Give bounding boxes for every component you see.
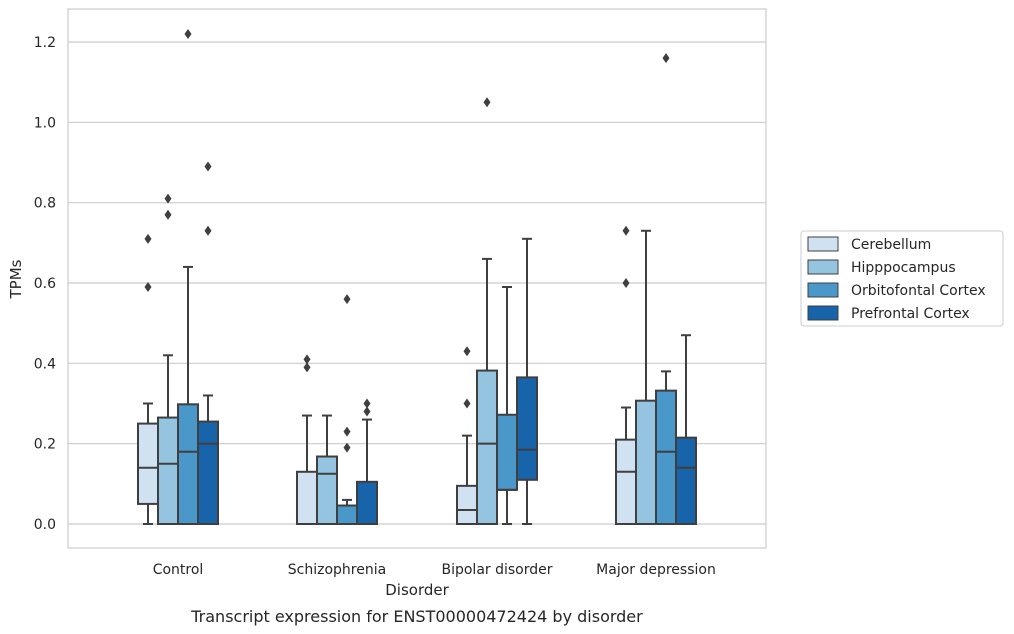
outlier-point — [303, 362, 311, 373]
box-iqr — [476, 369, 498, 525]
outlier-point — [204, 225, 212, 236]
boxes-layer — [137, 28, 697, 526]
outlier-point — [343, 426, 351, 437]
box-hipppocampus — [316, 414, 338, 525]
box-cerebellum — [296, 354, 318, 525]
y-tick-label: 1.0 — [34, 115, 56, 131]
box-iqr — [316, 455, 338, 525]
outlier-point — [622, 278, 630, 288]
legend-swatch — [807, 305, 839, 321]
x-tick-label: Bipolar disorder — [441, 562, 552, 578]
y-tick-label: 0.4 — [34, 356, 56, 372]
chart-caption: Transcript expression for ENST0000047242… — [190, 607, 643, 626]
box-prefrontal-cortex — [356, 398, 378, 526]
category-group — [615, 53, 697, 525]
box-prefrontal-cortex — [675, 334, 697, 525]
box-orbitofontal-cortex — [177, 28, 199, 526]
box-orbitofontal-cortex — [496, 286, 518, 525]
box-prefrontal-cortex — [516, 237, 538, 525]
box-iqr — [635, 399, 657, 525]
box-iqr — [496, 413, 518, 491]
legend-item: Hipppocampus — [807, 259, 956, 276]
outlier-point — [662, 53, 670, 64]
category-group — [137, 28, 219, 526]
outlier-point — [483, 97, 491, 108]
box-iqr — [615, 438, 637, 525]
outlier-point — [303, 354, 311, 365]
legend-swatch — [807, 282, 839, 298]
outlier-point — [463, 398, 471, 409]
y-tick-label: 0.8 — [34, 196, 56, 212]
box-iqr — [516, 376, 538, 481]
outlier-point — [164, 209, 172, 220]
outlier-point — [363, 406, 371, 417]
box-iqr — [157, 416, 179, 525]
box-iqr — [456, 484, 478, 526]
legend-label: Orbitofontal Cortex — [851, 283, 986, 299]
y-axis-label: TPMs — [7, 259, 25, 299]
x-tick-labels: Control Schizophrenia Bipolar disorder Majo… — [153, 562, 716, 578]
legend-frame — [800, 230, 1004, 327]
outlier-point — [343, 294, 351, 305]
legend-label: Hipppocampus — [851, 260, 956, 276]
outlier-point — [204, 161, 212, 172]
x-tick-label: Schizophrenia — [288, 562, 386, 578]
y-tick-labels: 0.0 0.2 0.4 0.6 0.8 1.0 1.2 — [34, 35, 56, 533]
legend-items: Cerebellum Hipppocampus Orbitofontal Corte… — [807, 236, 986, 322]
category-group — [296, 294, 378, 526]
y-tick-label: 1.2 — [34, 35, 56, 51]
y-tick-label: 0.6 — [34, 276, 56, 292]
legend: Cerebellum Hipppocampus Orbitofontal Corte… — [800, 230, 1004, 327]
box-orbitofontal-cortex — [336, 294, 358, 526]
outlier-point — [622, 225, 630, 236]
outlier-point — [363, 398, 371, 409]
y-tick-label: 0.0 — [34, 517, 56, 533]
plot-frame — [67, 8, 767, 549]
box-iqr — [137, 422, 159, 505]
box-cerebellum — [615, 225, 637, 525]
box-prefrontal-cortex — [197, 161, 219, 526]
outlier-point — [164, 193, 172, 204]
outlier-point — [144, 282, 152, 293]
box-hipppocampus — [157, 193, 179, 525]
legend-swatch — [807, 259, 839, 275]
box-iqr — [177, 403, 199, 526]
outlier-point — [144, 233, 152, 244]
legend-label: Prefrontal Cortex — [851, 306, 970, 322]
x-axis-label: Disorder — [385, 581, 449, 599]
box-iqr — [356, 480, 378, 526]
outlier-point — [343, 442, 351, 453]
box-iqr — [655, 389, 677, 525]
outlier-point — [463, 346, 471, 357]
box-cerebellum — [137, 233, 159, 525]
legend-item: Cerebellum — [807, 236, 931, 253]
category-group — [456, 97, 538, 526]
box-iqr — [336, 504, 358, 526]
box-hipppocampus — [476, 97, 498, 525]
y-tick-label: 0.2 — [34, 437, 56, 453]
legend-item: Prefrontal Cortex — [807, 305, 970, 322]
legend-swatch — [807, 236, 839, 252]
box-orbitofontal-cortex — [655, 53, 677, 525]
box-hipppocampus — [635, 229, 657, 525]
x-tick-label: Control — [153, 562, 204, 578]
x-tick-label: Major depression — [596, 562, 716, 578]
legend-label: Cerebellum — [851, 237, 931, 253]
box-iqr — [296, 470, 318, 525]
outlier-point — [184, 28, 192, 39]
legend-item: Orbitofontal Cortex — [807, 282, 986, 299]
box-iqr — [197, 420, 219, 526]
box-cerebellum — [456, 346, 478, 526]
box-iqr — [675, 436, 697, 525]
